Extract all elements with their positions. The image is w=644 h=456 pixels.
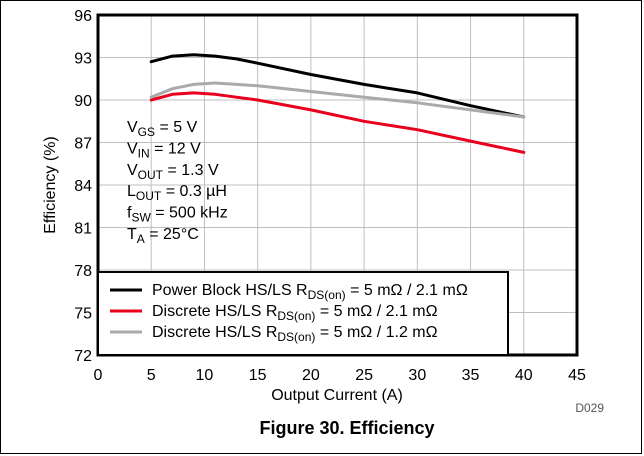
series-line-1: [149, 53, 526, 119]
y-axis-title: Efficiency (%): [42, 136, 59, 234]
condition-line: VGS = 5 V: [127, 119, 198, 139]
y-tick-label: 84: [74, 178, 92, 195]
y-tick-label: 78: [74, 263, 92, 280]
x-tick-label: 10: [196, 367, 214, 384]
figure-caption: Figure 30. Efficiency: [259, 418, 434, 438]
x-tick-labels: 0 5 10 15 20 25 30 35 40 45: [94, 367, 586, 384]
legend-entry-2: Discrete HS/LS RDS(on) = 5 mΩ / 2.1 mΩ: [152, 303, 438, 323]
x-tick-label: 0: [94, 367, 103, 384]
x-axis-title: Output Current (A): [271, 387, 403, 404]
series-line-3: [149, 81, 526, 119]
x-tick-label: 15: [249, 367, 267, 384]
figure-code: D029: [575, 401, 604, 415]
y-tick-label: 75: [74, 306, 92, 323]
y-tick-label: 90: [74, 93, 92, 110]
condition-line: VOUT = 1.3 V: [127, 162, 219, 182]
condition-line: fSW = 500 kHz: [127, 205, 228, 225]
series-lines: [149, 53, 526, 154]
y-tick-label: 72: [74, 348, 92, 365]
y-tick-labels: 72 75 78 81 84 87 90 93 96: [74, 8, 92, 365]
x-tick-label: 35: [462, 367, 480, 384]
x-tick-label: 20: [302, 367, 320, 384]
legend-box: [97, 271, 509, 356]
y-tick-label: 96: [74, 8, 92, 25]
y-tick-label: 87: [74, 136, 92, 153]
legend: Power Block HS/LS RDS(on) = 5 mΩ / 2.1 m…: [97, 271, 509, 356]
x-tick-label: 45: [568, 367, 586, 384]
legend-entry-3: Discrete HS/LS RDS(on) = 5 mΩ / 1.2 mΩ: [152, 324, 438, 344]
x-tick-label: 30: [408, 367, 426, 384]
x-tick-label: 25: [355, 367, 373, 384]
series-line-2: [149, 91, 526, 154]
condition-line: TA = 25°C: [127, 226, 199, 246]
y-tick-label: 93: [74, 51, 92, 68]
y-tick-label: 81: [74, 221, 92, 238]
condition-line: LOUT = 0.3 µH: [127, 183, 227, 203]
x-tick-label: 5: [147, 367, 156, 384]
x-tick-label: 40: [515, 367, 533, 384]
legend-entry-1: Power Block HS/LS RDS(on) = 5 mΩ / 2.1 m…: [152, 282, 468, 302]
condition-line: VIN = 12 V: [127, 140, 201, 160]
